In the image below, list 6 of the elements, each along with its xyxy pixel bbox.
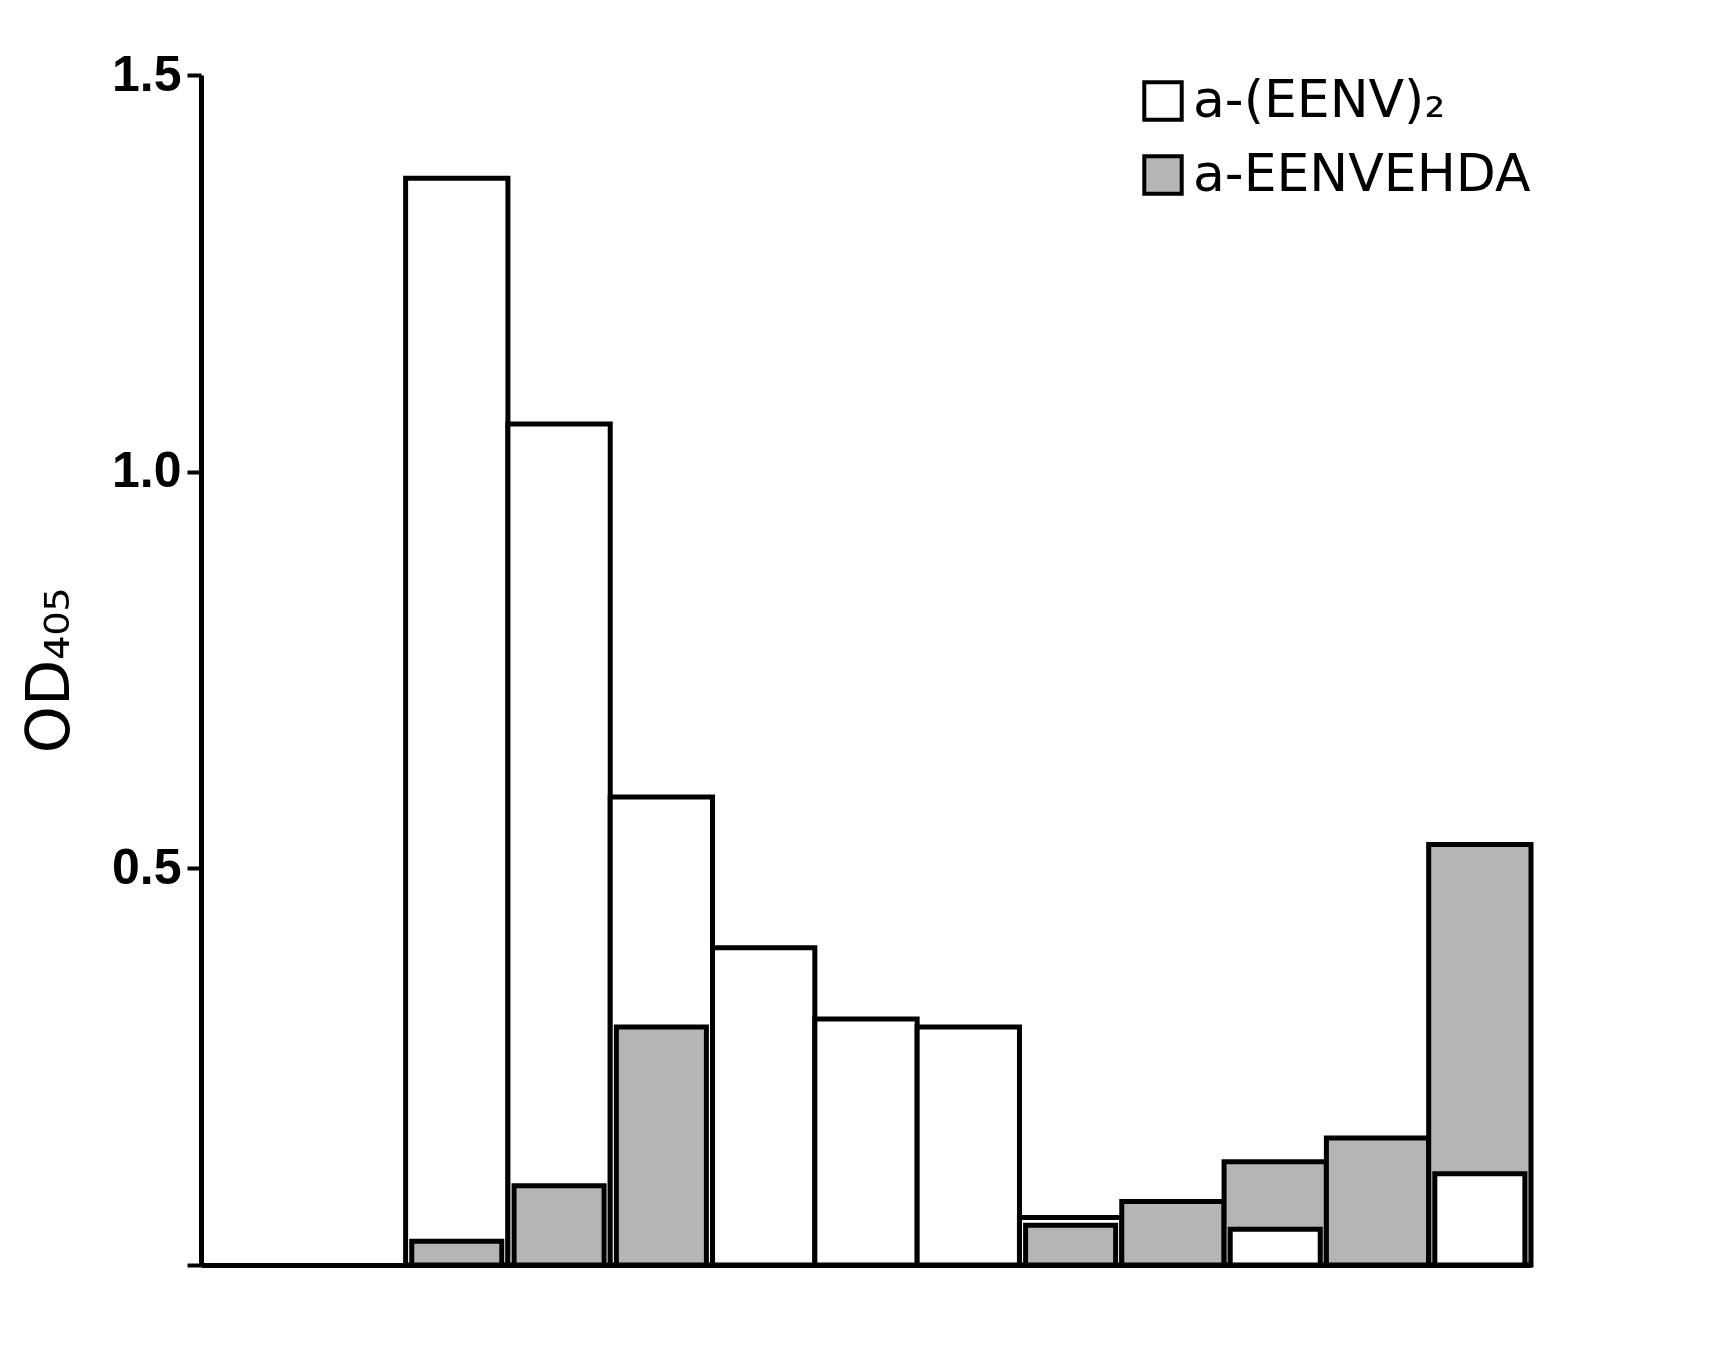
y-tick-label: 1.0 [111, 442, 182, 499]
legend-label: a-(EENV)₂ [1193, 69, 1446, 129]
y-tick-label: 0.5 [111, 838, 182, 895]
legend-label: a-EENVEHDA [1193, 143, 1531, 203]
y-axis-title: OD₄₀₅ [12, 587, 83, 754]
y-tick-label: 1.5 [111, 45, 182, 102]
